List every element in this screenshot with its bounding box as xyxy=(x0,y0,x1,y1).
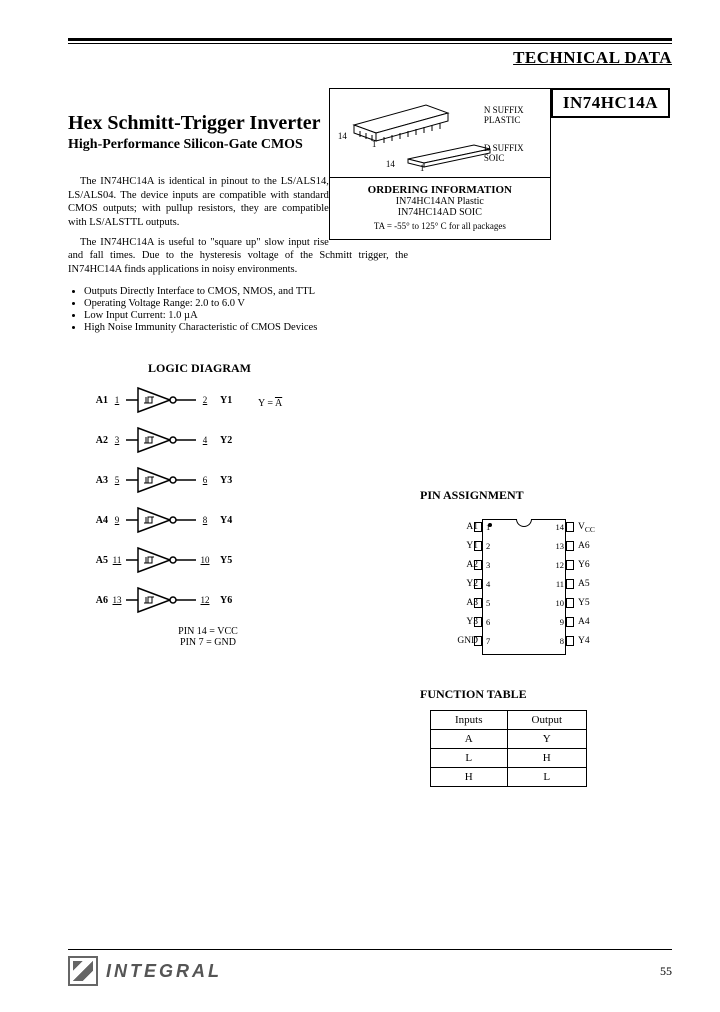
page-footer: INTEGRAL 55 xyxy=(68,949,672,986)
bullet: High Noise Immunity Characteristic of CM… xyxy=(84,322,424,333)
pin-label: A1 xyxy=(436,522,478,532)
gate-row: A11 2 Y1 xyxy=(88,386,328,414)
gate-pin-in: 13 xyxy=(108,595,126,605)
paragraph-2: The IN74HC14A is useful to "square up" s… xyxy=(68,236,408,277)
pin-label: GND xyxy=(436,636,478,646)
chip-outline: A1 VCC 1 14 Y1 A6 2 13 A2 Y6 3 12 Y2 A5 4 11 A3 Y5 5 10 Y3 A4… xyxy=(430,513,620,663)
section-label: TECHNICAL DATA xyxy=(68,48,672,68)
gate-row: A23 4 Y2 xyxy=(88,426,328,454)
feature-list: Outputs Directly Interface to CMOS, NMOS… xyxy=(84,286,424,333)
pkg-n-label: N SUFFIX PLASTIC xyxy=(484,105,540,125)
gate-input-label: A1 xyxy=(88,395,108,406)
pin-num: 4 xyxy=(486,579,500,589)
gate-row: A511 10 Y5 xyxy=(88,546,328,574)
logo-mark-icon xyxy=(68,956,98,986)
pin-num: 1 xyxy=(486,522,500,532)
pin-label: A5 xyxy=(578,579,620,589)
page-number: 55 xyxy=(660,964,672,979)
pin-num: 10 xyxy=(550,598,564,608)
ordering-1: IN74HC14AN Plastic xyxy=(336,196,544,207)
logic-equation: Y = A xyxy=(258,398,282,409)
pin-num: 8 xyxy=(550,636,564,646)
gate-pin-out: 4 xyxy=(196,435,214,445)
bullet: Operating Voltage Range: 2.0 to 6.0 V xyxy=(84,298,424,309)
gate-row: A613 12 Y6 xyxy=(88,586,328,614)
pin-label: A6 xyxy=(578,541,620,551)
gate-input-label: A2 xyxy=(88,435,108,446)
pin-note: PIN 14 = VCC PIN 7 = GND xyxy=(88,626,328,648)
pkg-n-pin14: 14 xyxy=(338,131,347,141)
ordering-temp: TA = -55° to 125° C for all packages xyxy=(336,221,544,231)
gate-output-label: Y4 xyxy=(220,515,242,526)
gate-input-label: A3 xyxy=(88,475,108,486)
pin-num: 9 xyxy=(550,617,564,627)
pin-label: VCC xyxy=(578,522,620,534)
function-table-head: FUNCTION TABLE xyxy=(420,687,650,702)
ordering-head: ORDERING INFORMATION xyxy=(336,184,544,196)
gate-output-label: Y3 xyxy=(220,475,242,486)
pin-num: 6 xyxy=(486,617,500,627)
gate-input-label: A5 xyxy=(88,555,108,566)
ordering-2: IN74HC14AD SOIC xyxy=(336,207,544,218)
gate-input-label: A6 xyxy=(88,595,108,606)
pkg-n-pin1: 1 xyxy=(372,139,377,149)
logic-diagram-head: LOGIC DIAGRAM xyxy=(148,361,672,376)
pin-num: 14 xyxy=(550,522,564,532)
gate-pin-out: 6 xyxy=(196,475,214,485)
pin-label: Y3 xyxy=(436,617,478,627)
brand-logo: INTEGRAL xyxy=(68,956,222,986)
package-ordering-box: N SUFFIX PLASTIC 14 1 D SUFFIX SOIC 14 1… xyxy=(329,88,551,240)
header-rule xyxy=(68,38,672,44)
pin-label: A4 xyxy=(578,617,620,627)
pin-label: Y6 xyxy=(578,560,620,570)
brand-text: INTEGRAL xyxy=(106,961,222,982)
logic-diagram: A112Y1A234Y2A356Y3A498Y4A51110Y5A61312Y6… xyxy=(88,386,328,614)
pkg-d-label: D SUFFIX SOIC xyxy=(484,143,540,163)
pin-num: 2 xyxy=(486,541,500,551)
pkg-d-pin14: 14 xyxy=(386,159,395,169)
gate-pin-in: 5 xyxy=(108,475,126,485)
gate-pin-in: 1 xyxy=(108,395,126,405)
bullet: Outputs Directly Interface to CMOS, NMOS… xyxy=(84,286,424,297)
bullet: Low Input Current: 1.0 µA xyxy=(84,310,424,321)
gate-input-label: A4 xyxy=(88,515,108,526)
gate-output-label: Y5 xyxy=(220,555,242,566)
pin-num: 5 xyxy=(486,598,500,608)
gate-pin-out: 8 xyxy=(196,515,214,525)
gate-pin-out: 10 xyxy=(196,555,214,565)
function-table: InputsOutput AY LH HL xyxy=(430,710,587,787)
pin-assignment-head: PIN ASSIGNMENT xyxy=(420,488,650,503)
pkg-d-pin1: 1 xyxy=(420,163,425,173)
pin-label: Y4 xyxy=(578,636,620,646)
gate-output-label: Y2 xyxy=(220,435,242,446)
gate-pin-in: 3 xyxy=(108,435,126,445)
gate-row: A49 8 Y4 xyxy=(88,506,328,534)
gate-pin-in: 11 xyxy=(108,555,126,565)
pin-label: A2 xyxy=(436,560,478,570)
pin-num: 7 xyxy=(486,636,500,646)
pin-label: Y5 xyxy=(578,598,620,608)
gate-row: A35 6 Y3 xyxy=(88,466,328,494)
pin-num: 13 xyxy=(550,541,564,551)
gate-output-label: Y1 xyxy=(220,395,242,406)
gate-pin-out: 12 xyxy=(196,595,214,605)
pin-label: Y2 xyxy=(436,579,478,589)
gate-pin-out: 2 xyxy=(196,395,214,405)
gate-output-label: Y6 xyxy=(220,595,242,606)
package-drawings: N SUFFIX PLASTIC 14 1 D SUFFIX SOIC 14 1 xyxy=(336,97,544,171)
pin-num: 3 xyxy=(486,560,500,570)
pin-label: A3 xyxy=(436,598,478,608)
part-number-box: IN74HC14A xyxy=(551,88,670,118)
gate-pin-in: 9 xyxy=(108,515,126,525)
pin-label: Y1 xyxy=(436,541,478,551)
pin-num: 12 xyxy=(550,560,564,570)
pin-num: 11 xyxy=(550,579,564,589)
